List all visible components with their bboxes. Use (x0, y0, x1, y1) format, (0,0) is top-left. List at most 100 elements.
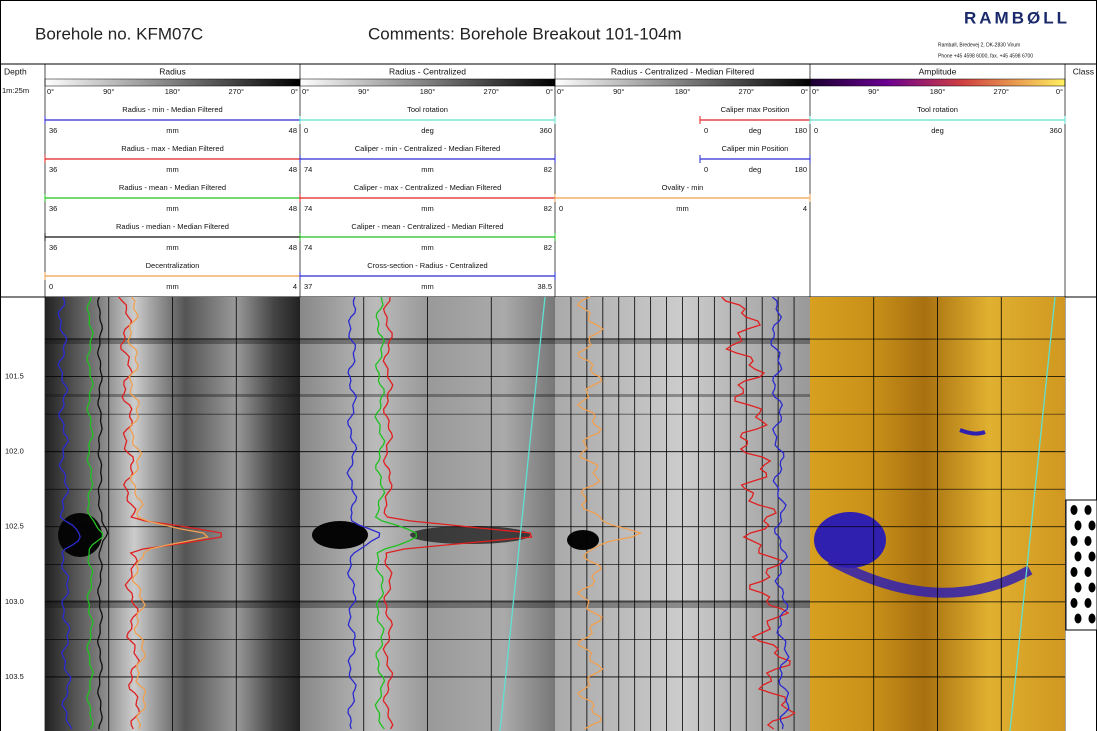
class-dot (1071, 598, 1078, 608)
class-dot (1071, 567, 1078, 577)
scale-unit: mm (421, 204, 434, 213)
class-dot (1075, 552, 1082, 562)
track-title: Radius (159, 66, 185, 76)
curve-title: Caliper - max - Centralized - Median Fil… (354, 183, 502, 192)
scale-min: 36 (49, 165, 57, 174)
color-bar (45, 79, 300, 86)
comments: Comments: Borehole Breakout 101-104m (368, 24, 682, 43)
depth-tick-label: 103.0 (5, 597, 24, 606)
curve-title: Caliper - mean - Centralized - Median Fi… (351, 222, 503, 231)
curve-title: Caliper - min - Centralized - Median Fil… (355, 144, 500, 153)
angle-label: 180° (675, 87, 691, 96)
color-bar (555, 79, 810, 86)
angle-label: 270° (483, 87, 499, 96)
angle-label: 90° (613, 87, 624, 96)
scale-unit: deg (749, 165, 762, 174)
depth-tick-label: 101.5 (5, 372, 24, 381)
class-dot (1085, 505, 1092, 515)
scale-max: 48 (289, 243, 297, 252)
log-page: Borehole no. KFM07C Comments: Borehole B… (0, 0, 1097, 731)
scale-max: 4 (293, 282, 297, 291)
scale-min: 0 (814, 126, 818, 135)
depth-tick-label: 103.5 (5, 672, 24, 681)
class-dot (1071, 536, 1078, 546)
angle-label: 0° (1056, 87, 1063, 96)
class-dot (1075, 521, 1082, 531)
curve-title: Radius - min - Median Filtered (122, 105, 222, 114)
depth-tick-label: 102.5 (5, 522, 24, 531)
breakout (567, 530, 599, 550)
angle-label: 270° (738, 87, 754, 96)
angle-label: 180° (165, 87, 181, 96)
class-pattern (1066, 500, 1097, 630)
breakout (814, 512, 886, 568)
scale-min: 37 (304, 282, 312, 291)
scale-unit: deg (931, 126, 944, 135)
track-title: Amplitude (919, 66, 957, 76)
class-dot (1089, 583, 1096, 593)
angle-label: 0° (557, 87, 564, 96)
angle-label: 0° (812, 87, 819, 96)
scale-max: 82 (544, 165, 552, 174)
class-dot (1085, 536, 1092, 546)
class-dot (1089, 552, 1096, 562)
depth-tick-label: 102.0 (5, 447, 24, 456)
scale-unit: mm (166, 282, 179, 291)
scale-max: 82 (544, 204, 552, 213)
scale-min: 74 (304, 243, 312, 252)
scale-unit: deg (749, 126, 762, 135)
curve-title: Radius - median - Median Filtered (116, 222, 229, 231)
scale-max: 180 (794, 165, 807, 174)
scale-unit: mm (166, 126, 179, 135)
scale-min: 74 (304, 165, 312, 174)
class-dot (1089, 614, 1096, 624)
scale-unit: mm (166, 204, 179, 213)
scale-unit: mm (166, 243, 179, 252)
scale-unit: mm (676, 204, 689, 213)
angle-label: 90° (358, 87, 369, 96)
curve-title: Tool rotation (917, 105, 958, 114)
scale-max: 4 (803, 204, 807, 213)
scale-unit: mm (421, 282, 434, 291)
scale-min: 36 (49, 243, 57, 252)
angle-label: 180° (930, 87, 946, 96)
angle-label: 270° (993, 87, 1009, 96)
scale-max: 48 (289, 126, 297, 135)
curve-title: Cross-section - Radius - Centralized (367, 261, 487, 270)
scale-max: 38.5 (537, 282, 552, 291)
curve-title: Decentralization (146, 261, 200, 270)
scale-max: 48 (289, 204, 297, 213)
scale-max: 360 (539, 126, 552, 135)
angle-label: 0° (47, 87, 54, 96)
curve-title: Caliper max Position (721, 105, 790, 114)
angle-label: 0° (291, 87, 298, 96)
scale-max: 48 (289, 165, 297, 174)
logo: RAMBØLL (964, 8, 1070, 27)
angle-label: 0° (302, 87, 309, 96)
depth-scale: 1m:25m (2, 86, 29, 95)
class-dot (1075, 614, 1082, 624)
angle-label: 270° (228, 87, 244, 96)
scale-min: 74 (304, 204, 312, 213)
class-dot (1075, 583, 1082, 593)
curve-title: Tool rotation (407, 105, 448, 114)
curve-title: Radius - max - Median Filtered (121, 144, 224, 153)
scale-min: 36 (49, 204, 57, 213)
angle-label: 90° (103, 87, 114, 96)
class-dot (1089, 521, 1096, 531)
curve-title: Caliper min Position (722, 144, 789, 153)
class-dot (1085, 598, 1092, 608)
address: Rambøll, Bredevej 2, DK-2830 Virum (938, 42, 1020, 48)
scale-min: 36 (49, 126, 57, 135)
curve-title: Ovality - min (662, 183, 704, 192)
scale-max: 82 (544, 243, 552, 252)
angle-label: 180° (420, 87, 436, 96)
scale-max: 360 (1049, 126, 1062, 135)
class-dot (1085, 567, 1092, 577)
borehole-title: Borehole no. KFM07C (35, 24, 203, 43)
scale-min: 0 (304, 126, 308, 135)
track-title: Radius - Centralized (389, 66, 466, 76)
angle-label: 0° (546, 87, 553, 96)
scale-min: 0 (704, 165, 708, 174)
scale-min: 0 (49, 282, 53, 291)
